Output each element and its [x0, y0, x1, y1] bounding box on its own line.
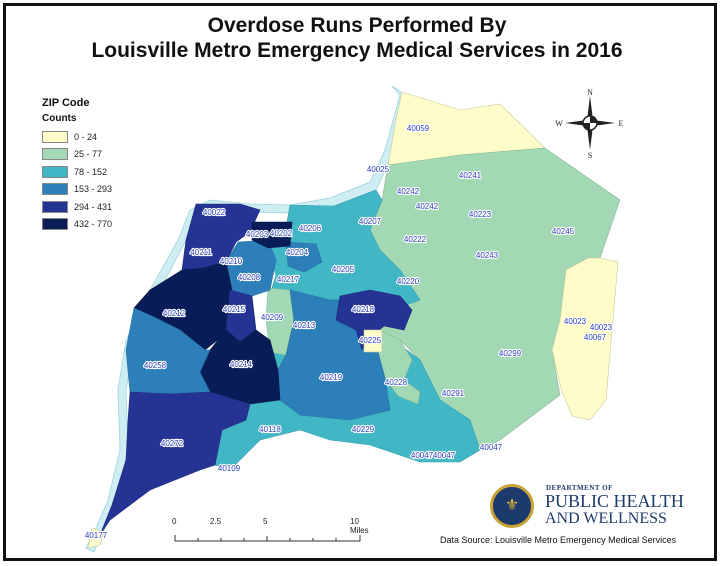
zip-label: 40241 — [459, 171, 482, 180]
legend-item: 432 - 770 — [42, 216, 112, 234]
legend-heading: ZIP Code — [42, 97, 90, 109]
zip-label: 40291 — [442, 389, 465, 398]
zip-region-40023 — [551, 257, 619, 421]
scale-tick-label: 5 — [263, 517, 268, 526]
zip-label: 40022 — [203, 208, 226, 217]
zip-region-40218 — [335, 289, 413, 351]
louisville-seal-icon: ⚜ — [490, 484, 534, 528]
legend-item: 0 - 24 — [42, 128, 112, 146]
zip-label: 40258 — [144, 361, 167, 370]
zip-label: 40207 — [359, 217, 382, 226]
legend-item: 78 - 152 — [42, 163, 112, 181]
zip-label: 40213 — [293, 321, 316, 330]
scale-tick-label: 0 — [172, 517, 177, 526]
zip-label: 40204 — [286, 248, 309, 257]
zip-label: 40243 — [476, 251, 499, 260]
zip-label: 40067 — [584, 333, 607, 342]
zip-label: 40219 — [320, 373, 343, 382]
legend-swatch — [42, 200, 68, 213]
zip-label: 40218 — [352, 305, 375, 314]
legend-label: 25 - 77 — [74, 149, 103, 160]
zip-label: 40214 — [230, 360, 253, 369]
compass-n: N — [587, 88, 593, 97]
zip-label: 40242 — [397, 187, 420, 196]
zip-label: 40023 — [564, 317, 587, 326]
legend-swatch — [42, 148, 68, 161]
scale-bar-line — [174, 535, 361, 542]
zip-label: 40212 — [163, 309, 186, 318]
zip-label: 40047 — [433, 451, 456, 460]
map-title-line-2: Louisville Metro Emergency Medical Servi… — [91, 39, 623, 62]
zip-label: 40047 — [411, 451, 434, 460]
scale-bar: 0 2.5 5 10 Miles — [170, 517, 370, 547]
zip-region-40258 — [125, 307, 211, 395]
zip-label: 40206 — [299, 224, 322, 233]
compass-e: E — [619, 119, 624, 128]
zip-region-40203 — [251, 221, 293, 249]
zip-label: 40208 — [238, 273, 261, 282]
zip-label: 40222 — [404, 235, 427, 244]
zip-region-40225 — [363, 329, 383, 353]
zip-label: 40210 — [220, 257, 243, 266]
zip-label: 40109 — [218, 464, 241, 473]
zip-label: 40272 — [161, 439, 184, 448]
ohio-river — [85, 85, 407, 553]
legend-item: 25 - 77 — [42, 146, 112, 164]
zip-label: 40025 — [367, 165, 390, 174]
zip-label: 40209 — [261, 313, 284, 322]
zip-label: 40215 — [223, 305, 246, 314]
zip-region-40211 — [181, 203, 261, 271]
zip-label: 40177 — [85, 531, 108, 540]
zip-label: 40217 — [277, 275, 300, 284]
legend: ZIP Code Counts 0 - 24 25 - 77 78 - 152 … — [42, 97, 112, 233]
zip-label: 40202 — [270, 229, 293, 238]
legend-item: 294 - 431 — [42, 198, 112, 216]
zip-label: 40299 — [499, 349, 522, 358]
legend-label: 78 - 152 — [74, 166, 108, 177]
zip-region-40210 — [225, 239, 277, 297]
zip-label: 40205 — [332, 265, 355, 274]
zip-region-40204 — [285, 241, 323, 273]
legend-subheading: Counts — [42, 113, 77, 124]
zip-label: 40118 — [259, 425, 281, 434]
logo-line-2: AND WELLNESS — [545, 510, 667, 527]
zip-label: 40245 — [552, 227, 575, 236]
compass-rose-icon: N S W E — [555, 88, 624, 158]
zip-label: 40203 — [246, 230, 269, 239]
legend-item: 153 - 293 — [42, 181, 112, 199]
zip-label: 40228 — [385, 378, 408, 387]
zip-labels: 40059 40025 40241 40242 40242 40223 40245 40207… — [84, 123, 614, 541]
zip-label: 40023 — [590, 323, 613, 332]
compass-w: W — [555, 119, 563, 128]
zip-label: 40229 — [352, 425, 375, 434]
legend-label: 432 - 770 — [74, 219, 113, 230]
zip-label: 40223 — [469, 210, 492, 219]
legend-swatch — [42, 165, 68, 178]
legend-swatch — [42, 130, 68, 143]
data-source-text: Data Source: Louisville Metro Emergency … — [440, 535, 677, 545]
zip-label: 40242 — [416, 202, 439, 211]
legend-label: 153 - 293 — [74, 184, 113, 195]
compass-s: S — [588, 151, 592, 158]
zip-label: 40225 — [359, 336, 382, 345]
zip-region-40177 — [87, 527, 105, 549]
zip-region-40272 — [99, 391, 251, 536]
zip-label: 40211 — [190, 248, 212, 257]
logo-department-of: DEPARTMENT OF — [546, 484, 613, 492]
legend-label: 294 - 431 — [74, 201, 113, 212]
zip-label: 40220 — [397, 277, 420, 286]
scale-tick-label: 2.5 — [210, 517, 222, 526]
map-title-line-1: Overdose Runs Performed By — [207, 14, 507, 37]
legend-swatch — [42, 183, 68, 196]
zip-label: 40059 — [407, 124, 430, 133]
public-health-logo: ⚜ DEPARTMENT OF PUBLIC HEALTH AND WELLNE… — [490, 484, 710, 532]
scale-tick-label: 10 Miles — [350, 517, 369, 535]
legend-swatch — [42, 218, 68, 231]
zip-label: 40047 — [480, 443, 503, 452]
legend-label: 0 - 24 — [74, 131, 98, 142]
logo-line-1: PUBLIC HEALTH — [545, 491, 684, 511]
